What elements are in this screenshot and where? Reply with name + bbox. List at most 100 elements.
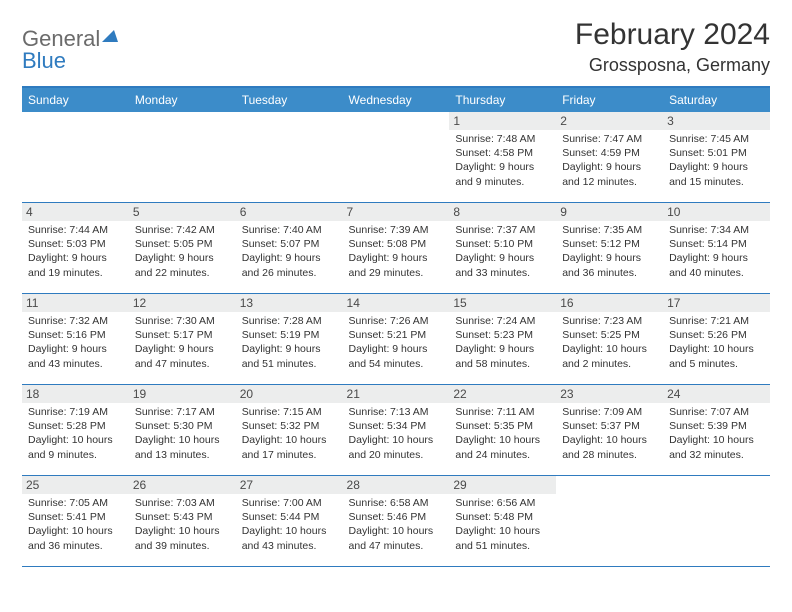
day-details: Sunrise: 7:34 AMSunset: 5:14 PMDaylight:… [669,223,764,280]
calendar-cell: 5 Sunrise: 7:42 AMSunset: 5:05 PMDaylight… [129,203,236,294]
day-details: Sunrise: 7:21 AMSunset: 5:26 PMDaylight:… [669,314,764,371]
calendar-cell: 16 Sunrise: 7:23 AMSunset: 5:25 PMDayligh… [556,294,663,385]
day-details: Sunrise: 7:19 AMSunset: 5:28 PMDaylight:… [28,405,123,462]
triangle-icon [100,26,120,46]
calendar-cell: 15 Sunrise: 7:24 AMSunset: 5:23 PMDayligh… [449,294,556,385]
day-number: 9 [556,203,663,221]
calendar-cell: 23 Sunrise: 7:09 AMSunset: 5:37 PMDayligh… [556,385,663,476]
day-details: Sunrise: 7:26 AMSunset: 5:21 PMDaylight:… [349,314,444,371]
calendar-cell: 11Sunrise: 7:32 AMSunset: 5:16 PMDayligh… [22,294,129,385]
weekday-header: Friday [556,87,663,112]
calendar-cell: 17 Sunrise: 7:21 AMSunset: 5:26 PMDayligh… [663,294,770,385]
day-details: Sunrise: 6:58 AMSunset: 5:46 PMDaylight:… [349,496,444,553]
calendar-cell: 28 Sunrise: 6:58 AMSunset: 5:46 PMDayligh… [343,476,450,567]
day-number: 19 [129,385,236,403]
logo-text-blue: Blue [22,50,120,72]
day-number: 2 [556,112,663,130]
calendar-cell: 22 Sunrise: 7:11 AMSunset: 5:35 PMDayligh… [449,385,556,476]
day-number: 5 [129,203,236,221]
day-number: 7 [343,203,450,221]
day-details: Sunrise: 7:09 AMSunset: 5:37 PMDaylight:… [562,405,657,462]
calendar-cell: 2 Sunrise: 7:47 AMSunset: 4:59 PMDaylight… [556,112,663,203]
calendar-cell [236,112,343,203]
weekday-header: Tuesday [236,87,343,112]
day-number: 23 [556,385,663,403]
day-number: 24 [663,385,770,403]
calendar-cell: 1 Sunrise: 7:48 AMSunset: 4:58 PMDaylight… [449,112,556,203]
day-number: 15 [449,294,556,312]
day-number: 6 [236,203,343,221]
day-details: Sunrise: 7:47 AMSunset: 4:59 PMDaylight:… [562,132,657,189]
calendar-cell: 7 Sunrise: 7:39 AMSunset: 5:08 PMDaylight… [343,203,450,294]
day-number: 10 [663,203,770,221]
day-number: 12 [129,294,236,312]
day-details: Sunrise: 7:11 AMSunset: 5:35 PMDaylight:… [455,405,550,462]
day-number: 21 [343,385,450,403]
weekday-header: Thursday [449,87,556,112]
day-number: 14 [343,294,450,312]
day-number: 11 [22,294,129,312]
calendar-cell [22,112,129,203]
day-details: Sunrise: 7:35 AMSunset: 5:12 PMDaylight:… [562,223,657,280]
day-details: Sunrise: 7:15 AMSunset: 5:32 PMDaylight:… [242,405,337,462]
day-number: 20 [236,385,343,403]
calendar-cell: 3 Sunrise: 7:45 AMSunset: 5:01 PMDaylight… [663,112,770,203]
calendar-cell: 14 Sunrise: 7:26 AMSunset: 5:21 PMDayligh… [343,294,450,385]
calendar-cell: 26 Sunrise: 7:03 AMSunset: 5:43 PMDayligh… [129,476,236,567]
day-details: Sunrise: 7:40 AMSunset: 5:07 PMDaylight:… [242,223,337,280]
calendar-row: 4Sunrise: 7:44 AMSunset: 5:03 PMDaylight… [22,203,770,294]
calendar-cell: 18Sunrise: 7:19 AMSunset: 5:28 PMDayligh… [22,385,129,476]
day-details: Sunrise: 7:45 AMSunset: 5:01 PMDaylight:… [669,132,764,189]
day-number: 3 [663,112,770,130]
day-number: 8 [449,203,556,221]
day-details: Sunrise: 7:39 AMSunset: 5:08 PMDaylight:… [349,223,444,280]
day-details: Sunrise: 7:30 AMSunset: 5:17 PMDaylight:… [135,314,230,371]
day-details: Sunrise: 7:05 AMSunset: 5:41 PMDaylight:… [28,496,123,553]
calendar-cell: 29 Sunrise: 6:56 AMSunset: 5:48 PMDayligh… [449,476,556,567]
calendar-cell: 4Sunrise: 7:44 AMSunset: 5:03 PMDaylight… [22,203,129,294]
calendar-cell: 10 Sunrise: 7:34 AMSunset: 5:14 PMDayligh… [663,203,770,294]
calendar-cell: 25Sunrise: 7:05 AMSunset: 5:41 PMDayligh… [22,476,129,567]
weekday-header-row: Sunday Monday Tuesday Wednesday Thursday… [22,87,770,112]
day-details: Sunrise: 7:42 AMSunset: 5:05 PMDaylight:… [135,223,230,280]
calendar-cell: 27Sunrise: 7:00 AMSunset: 5:44 PMDayligh… [236,476,343,567]
title-block: February 2024 Grossposna, Germany [575,18,770,76]
page-title: February 2024 [575,18,770,51]
day-number: 27 [236,476,343,494]
day-number: 13 [236,294,343,312]
calendar-cell: 19 Sunrise: 7:17 AMSunset: 5:30 PMDayligh… [129,385,236,476]
day-number: 28 [343,476,450,494]
calendar-table: Sunday Monday Tuesday Wednesday Thursday… [22,86,770,567]
day-number: 17 [663,294,770,312]
day-details: Sunrise: 7:37 AMSunset: 5:10 PMDaylight:… [455,223,550,280]
calendar-cell: 9 Sunrise: 7:35 AMSunset: 5:12 PMDaylight… [556,203,663,294]
day-details: Sunrise: 7:28 AMSunset: 5:19 PMDaylight:… [242,314,337,371]
calendar-cell: 21 Sunrise: 7:13 AMSunset: 5:34 PMDayligh… [343,385,450,476]
calendar-cell [556,476,663,567]
day-details: Sunrise: 7:17 AMSunset: 5:30 PMDaylight:… [135,405,230,462]
calendar-cell: 24Sunrise: 7:07 AMSunset: 5:39 PMDayligh… [663,385,770,476]
calendar-cell [663,476,770,567]
day-details: Sunrise: 7:03 AMSunset: 5:43 PMDaylight:… [135,496,230,553]
day-details: Sunrise: 7:44 AMSunset: 5:03 PMDaylight:… [28,223,123,280]
day-details: Sunrise: 7:48 AMSunset: 4:58 PMDaylight:… [455,132,550,189]
calendar-row: 25Sunrise: 7:05 AMSunset: 5:41 PMDayligh… [22,476,770,567]
day-number: 1 [449,112,556,130]
calendar-row: 11Sunrise: 7:32 AMSunset: 5:16 PMDayligh… [22,294,770,385]
logo: General Blue [22,18,120,72]
day-number: 22 [449,385,556,403]
calendar-cell: 12 Sunrise: 7:30 AMSunset: 5:17 PMDayligh… [129,294,236,385]
day-details: Sunrise: 7:24 AMSunset: 5:23 PMDaylight:… [455,314,550,371]
weekday-header: Monday [129,87,236,112]
calendar-cell [129,112,236,203]
day-number: 29 [449,476,556,494]
header: General Blue February 2024 Grossposna, G… [22,18,770,76]
day-details: Sunrise: 7:23 AMSunset: 5:25 PMDaylight:… [562,314,657,371]
weekday-header: Saturday [663,87,770,112]
day-number: 16 [556,294,663,312]
calendar-cell: 20 Sunrise: 7:15 AMSunset: 5:32 PMDayligh… [236,385,343,476]
day-details: Sunrise: 7:13 AMSunset: 5:34 PMDaylight:… [349,405,444,462]
calendar-row: 1 Sunrise: 7:48 AMSunset: 4:58 PMDaylight… [22,112,770,203]
day-number: 26 [129,476,236,494]
day-details: Sunrise: 6:56 AMSunset: 5:48 PMDaylight:… [455,496,550,553]
